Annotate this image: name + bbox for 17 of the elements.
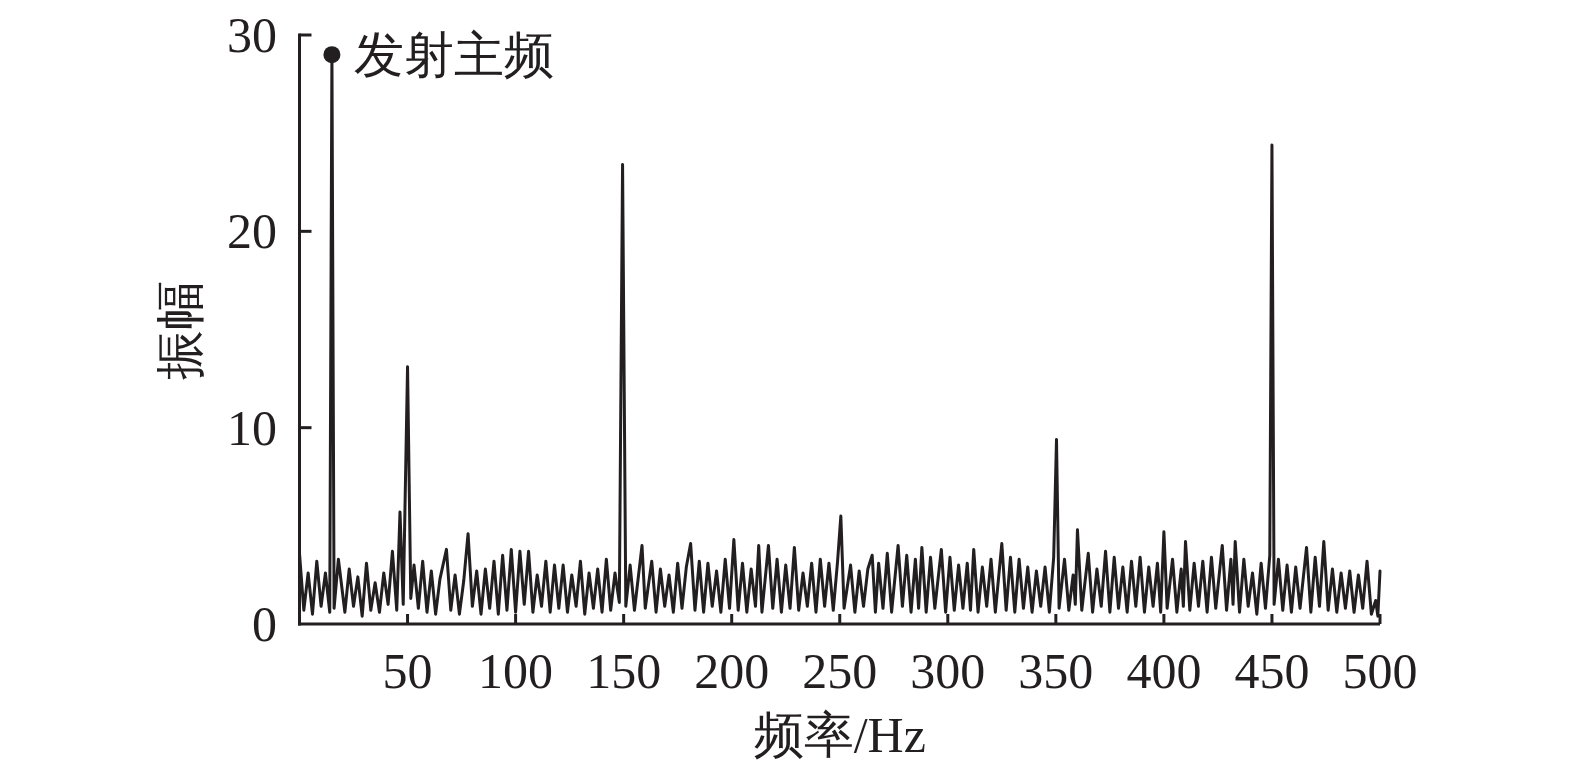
x-tick-label: 450 xyxy=(1234,643,1310,699)
x-tick-label: 100 xyxy=(478,643,554,699)
annotation: 发射主频 xyxy=(353,26,554,83)
x-tick-label: 350 xyxy=(1018,643,1094,699)
x-tick-label: 400 xyxy=(1126,643,1202,699)
y-tick-label: 30 xyxy=(227,7,277,63)
y-axis-title: 振幅 xyxy=(152,279,208,380)
x-tick-label: 500 xyxy=(1342,643,1418,699)
y-tick-label: 10 xyxy=(227,399,277,456)
y-tick-label: 0 xyxy=(252,596,277,652)
x-axis-title: 频率/Hz xyxy=(753,707,926,763)
x-tick-label: 150 xyxy=(586,643,662,699)
x-tick-label: 200 xyxy=(694,643,770,699)
x-tick-label: 50 xyxy=(382,643,433,699)
x-tick-label: 250 xyxy=(802,643,878,699)
x-tick-label: 300 xyxy=(910,643,986,699)
y-tick-label: 20 xyxy=(227,203,277,260)
